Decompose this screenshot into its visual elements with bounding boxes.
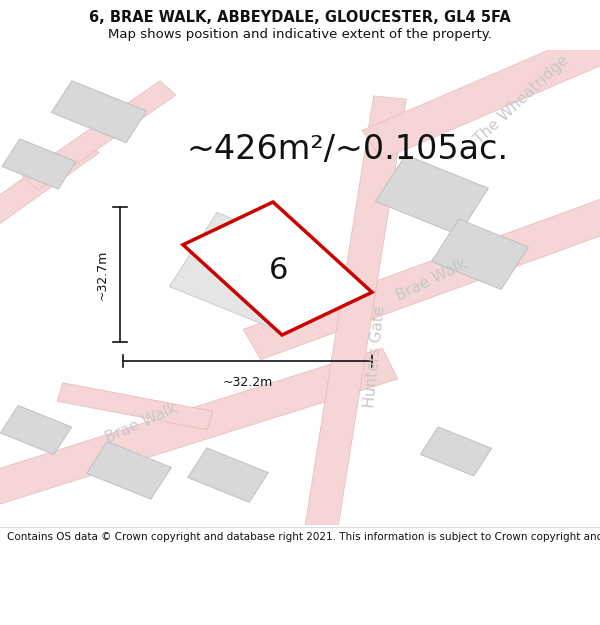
Polygon shape (0, 137, 99, 239)
Text: ~32.7m: ~32.7m (95, 249, 109, 299)
Polygon shape (362, 12, 600, 159)
Text: Brae Walk: Brae Walk (394, 257, 470, 304)
Text: Map shows position and indicative extent of the property.: Map shows position and indicative extent… (108, 28, 492, 41)
Polygon shape (376, 155, 488, 235)
Polygon shape (421, 427, 491, 476)
Polygon shape (87, 442, 171, 499)
Text: ~32.2m: ~32.2m (223, 376, 272, 389)
Text: ~426m²/~0.105ac.: ~426m²/~0.105ac. (186, 133, 508, 166)
Polygon shape (183, 202, 372, 335)
Text: 6, BRAE WALK, ABBEYDALE, GLOUCESTER, GL4 5FA: 6, BRAE WALK, ABBEYDALE, GLOUCESTER, GL4… (89, 10, 511, 25)
Polygon shape (431, 219, 529, 289)
Text: Hunters Gate: Hunters Gate (362, 305, 388, 408)
Polygon shape (188, 448, 268, 503)
Polygon shape (0, 348, 398, 517)
Text: Brae Walk: Brae Walk (103, 401, 179, 446)
Polygon shape (1, 406, 71, 454)
Text: Contains OS data © Crown copyright and database right 2021. This information is : Contains OS data © Crown copyright and d… (7, 532, 600, 542)
Polygon shape (22, 81, 176, 190)
Polygon shape (52, 81, 146, 142)
Polygon shape (169, 213, 335, 334)
Polygon shape (243, 192, 600, 359)
Polygon shape (302, 96, 406, 551)
Text: The Wheatridge: The Wheatridge (472, 52, 572, 147)
Text: 6: 6 (269, 256, 289, 286)
Polygon shape (2, 139, 76, 189)
Polygon shape (57, 382, 213, 430)
